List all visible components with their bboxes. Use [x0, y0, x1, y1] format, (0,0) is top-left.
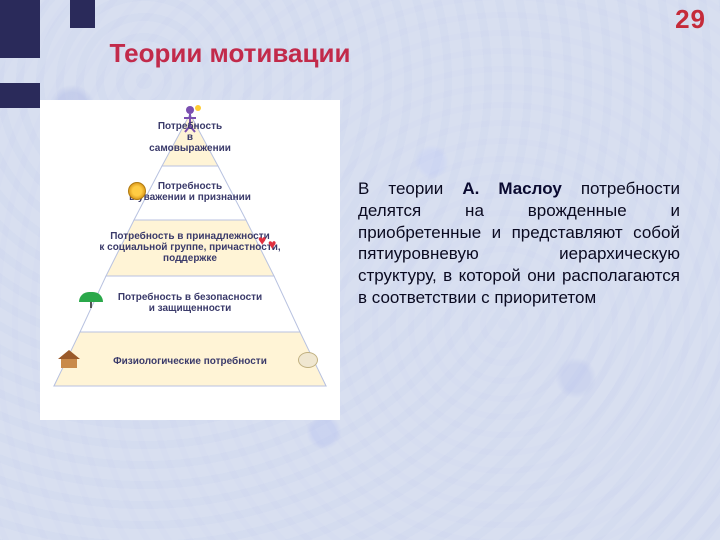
- hearts-icon: [258, 234, 284, 250]
- maslow-pyramid-figure: Потребность в самовыражении Потребность …: [40, 100, 340, 420]
- tier-5-label-b: самовыражении: [149, 143, 231, 154]
- body-prefix: В теории: [358, 179, 462, 198]
- tier-4-label-b: в уважении и признании: [129, 192, 251, 203]
- page-title: Теории мотивации: [0, 38, 720, 69]
- pyramid-tier-1: Физиологические потребности: [48, 332, 332, 390]
- body-emphasis: А. Маслоу: [462, 179, 561, 198]
- tier-2-label-b: и защищенности: [149, 303, 232, 314]
- content-row: Потребность в самовыражении Потребность …: [40, 100, 690, 420]
- pyramid-stack: Потребность в самовыражении Потребность …: [48, 108, 332, 412]
- body-rest: потребности делятся на врожденные и прио…: [358, 179, 680, 307]
- corner-accent-decoration: [0, 0, 140, 28]
- pyramid-tier-2: Потребность в безопасности и защищенност…: [69, 276, 311, 330]
- tier-2-label-a: Потребность в безопасности: [118, 292, 262, 303]
- pyramid-tier-3: Потребность в принадлежности к социально…: [90, 220, 290, 274]
- tier-1-label-a: Физиологические потребности: [113, 356, 267, 367]
- tier-3-label-a: Потребность в принадлежности: [110, 231, 270, 242]
- umbrella-icon: [79, 292, 103, 308]
- body-paragraph: В теории А. Маслоу потребности делятся н…: [358, 100, 690, 420]
- pyramid-tier-5: Потребность в самовыражении: [155, 110, 225, 164]
- plate-icon: [298, 352, 318, 368]
- house-icon: [58, 350, 80, 368]
- pyramid-tier-4: Потребность в уважении и признании: [122, 166, 258, 218]
- tier-4-label-a: Потребность: [158, 181, 222, 192]
- medal-icon: [128, 182, 146, 200]
- page-number: 29: [675, 4, 706, 35]
- tier-5-label-a: Потребность в: [155, 121, 225, 143]
